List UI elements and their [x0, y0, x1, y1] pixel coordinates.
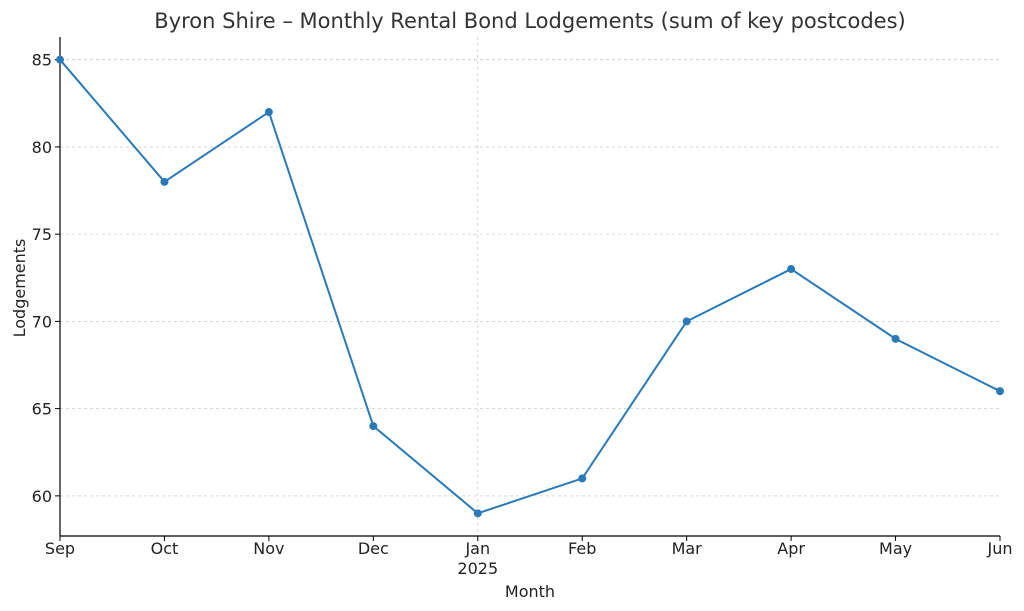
data-point	[682, 317, 691, 326]
x-axis-label: Month	[505, 582, 555, 601]
x-tick-label: Sep	[45, 539, 75, 558]
y-tick-label: 65	[32, 400, 52, 419]
x-tick-label: May	[879, 539, 912, 558]
data-point	[56, 55, 64, 64]
data-point	[891, 334, 900, 343]
x-tick-label: Apr	[777, 539, 805, 558]
data-point	[473, 509, 482, 518]
y-axis: 60 65 70 75 80 85	[32, 37, 61, 536]
data-point	[369, 422, 378, 431]
y-tick-label: 80	[32, 138, 52, 157]
plot-series	[56, 55, 1004, 518]
x-axis: Sep Oct Nov Dec Jan Feb Mar Apr May Jun 2025	[45, 535, 1013, 578]
x-tick-label: Jan	[464, 539, 490, 558]
x-tick-label: Jun	[987, 539, 1013, 558]
x-year-label: 2025	[457, 559, 498, 578]
y-tick-label: 60	[32, 487, 52, 506]
data-point	[160, 177, 169, 186]
y-tick-label: 85	[32, 51, 52, 70]
x-tick-label: Feb	[568, 539, 596, 558]
y-tick-label: 70	[32, 312, 52, 331]
y-tick-label: 75	[32, 225, 52, 244]
y-axis-label: Lodgements	[10, 239, 29, 338]
x-tick-label: Mar	[672, 539, 703, 558]
data-point	[578, 474, 587, 483]
chart-title: Byron Shire – Monthly Rental Bond Lodgem…	[154, 9, 905, 33]
x-tick-label: Oct	[151, 539, 179, 558]
x-tick-label: Nov	[253, 539, 284, 558]
grid	[60, 37, 1000, 536]
data-point	[787, 265, 796, 274]
x-tick-label: Dec	[358, 539, 389, 558]
data-point	[264, 108, 273, 117]
data-point	[996, 387, 1004, 396]
series-line	[59, 59, 1001, 515]
